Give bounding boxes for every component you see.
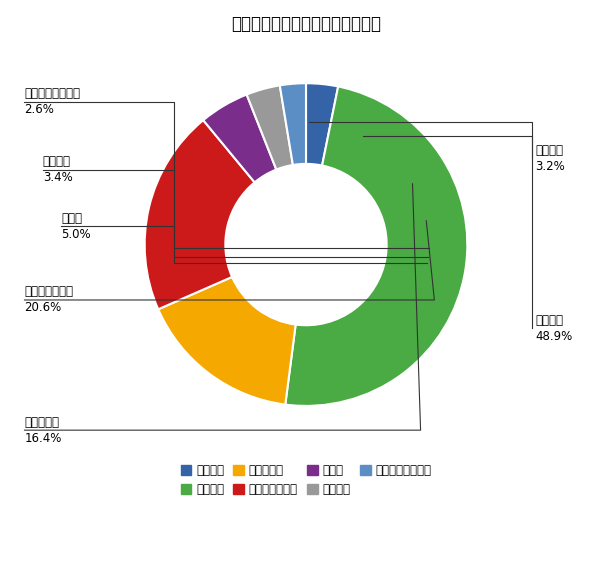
- Wedge shape: [247, 85, 293, 170]
- Wedge shape: [285, 87, 468, 406]
- Wedge shape: [306, 83, 338, 165]
- Text: 化学品
5.0%: 化学品 5.0%: [61, 212, 91, 241]
- Wedge shape: [159, 277, 296, 405]
- Text: 次世代・機能推進
2.6%: 次世代・機能推進 2.6%: [24, 87, 81, 117]
- Text: 鉄鋼製品
3.2%: 鉄鋼製品 3.2%: [536, 144, 565, 173]
- Wedge shape: [144, 120, 255, 309]
- Title: 三井物産　セグメント別利益推移: 三井物産 セグメント別利益推移: [231, 15, 381, 33]
- Text: エネルギー
16.4%: エネルギー 16.4%: [24, 415, 62, 445]
- Text: 金属資源
48.9%: 金属資源 48.9%: [536, 314, 573, 343]
- Wedge shape: [280, 83, 306, 165]
- Wedge shape: [203, 95, 277, 182]
- Legend: 鉄鋼製品, 金属資源, エネルギー, 機械・インフラ, 化学品, 生活産業, 次世代・機能推進: 鉄鋼製品, 金属資源, エネルギー, 機械・インフラ, 化学品, 生活産業, 次…: [176, 460, 436, 501]
- Text: 機械・インフラ
20.6%: 機械・インフラ 20.6%: [24, 285, 73, 315]
- Text: 生活産業
3.4%: 生活産業 3.4%: [43, 155, 73, 185]
